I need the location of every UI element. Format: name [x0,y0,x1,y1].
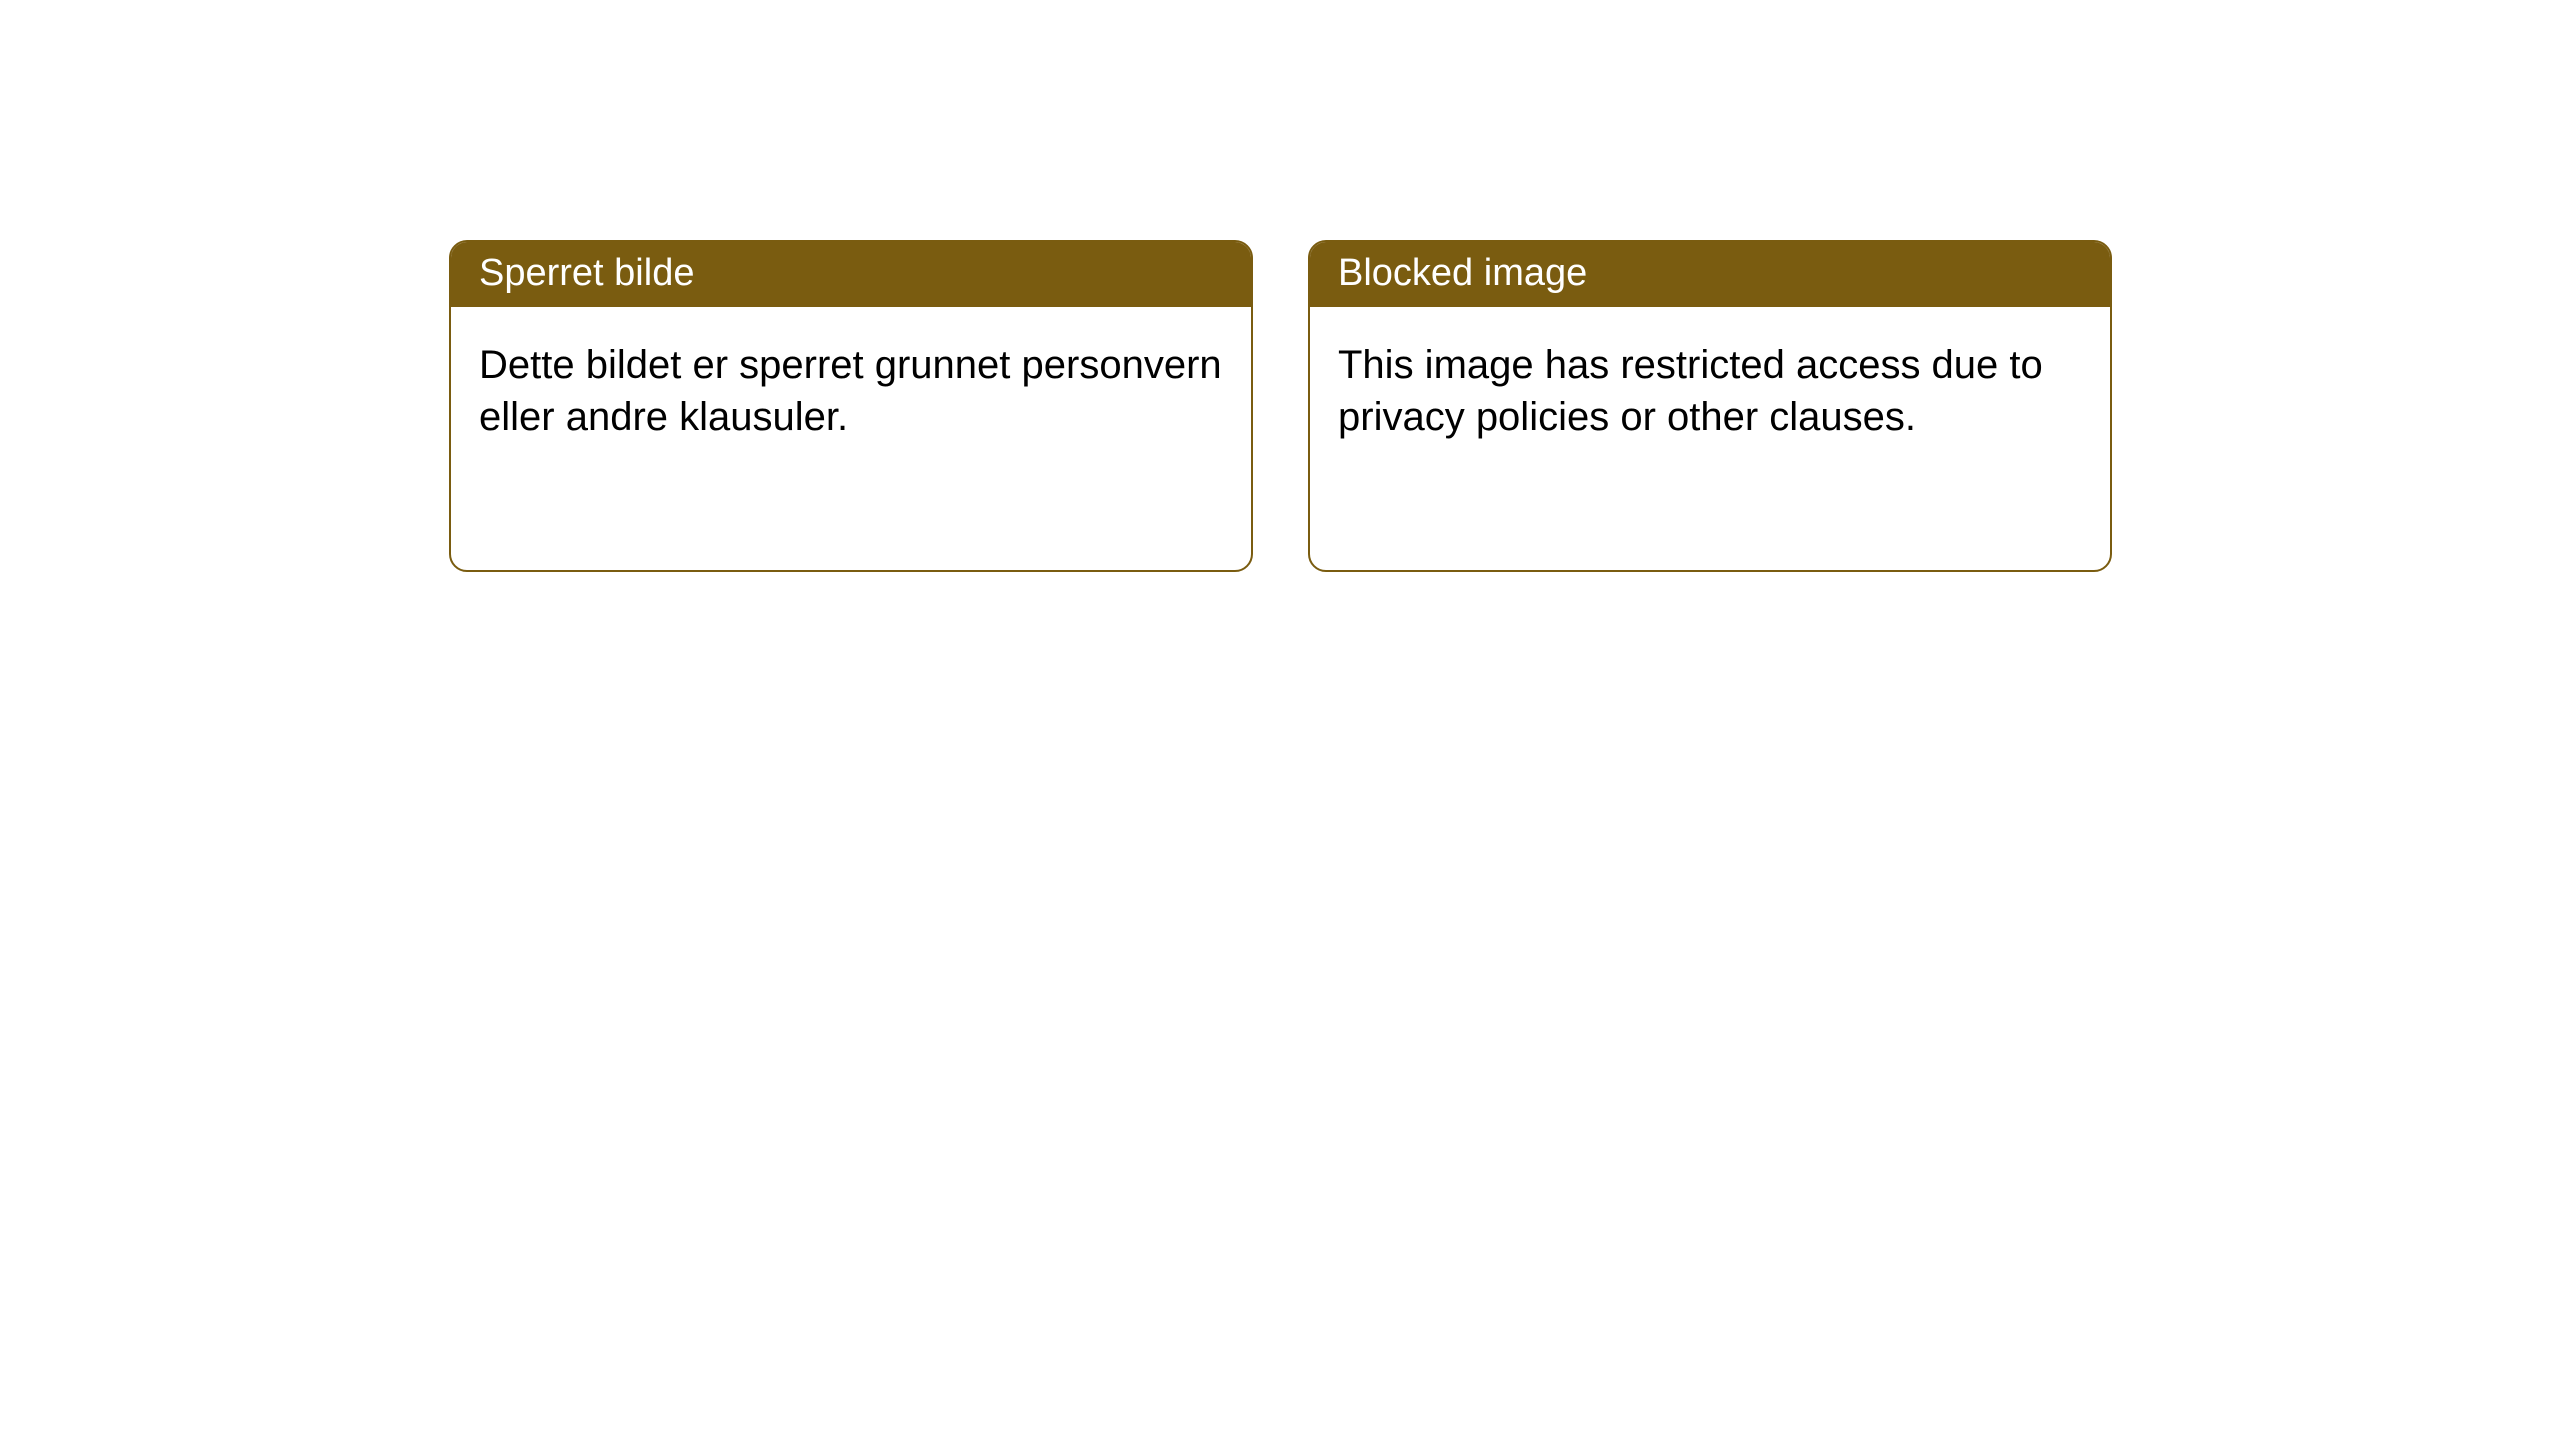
notice-container: Sperret bilde Dette bildet er sperret gr… [449,240,2112,572]
card-body-en: This image has restricted access due to … [1310,307,2110,475]
card-title-no: Sperret bilde [451,242,1251,307]
blocked-image-card-no: Sperret bilde Dette bildet er sperret gr… [449,240,1253,572]
blocked-image-card-en: Blocked image This image has restricted … [1308,240,2112,572]
card-title-en: Blocked image [1310,242,2110,307]
card-body-no: Dette bildet er sperret grunnet personve… [451,307,1251,475]
